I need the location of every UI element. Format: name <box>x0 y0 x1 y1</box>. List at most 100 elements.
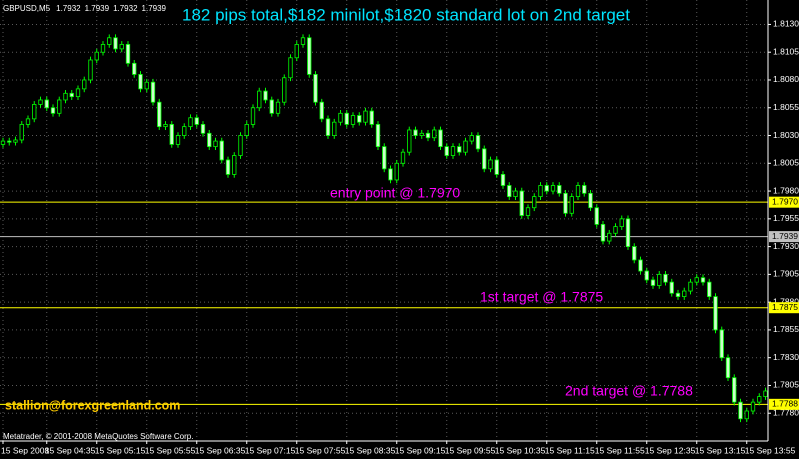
candle-body <box>57 99 62 114</box>
candle-body <box>157 101 162 128</box>
y-tick-label: 1.8055 <box>773 102 799 112</box>
candle-body <box>444 146 449 156</box>
candle-body <box>619 218 624 228</box>
y-tick-label: 1.7880 <box>773 296 799 306</box>
x-tick-label: 15 Sep 11:55 <box>595 445 645 455</box>
header-open: 1.7932 <box>56 4 81 13</box>
levels <box>0 201 768 405</box>
annotation: entry point @ 1.7970 <box>330 185 460 201</box>
symbol: GBPUSD,M5 <box>3 4 51 13</box>
candle-body <box>25 118 31 125</box>
candle-body <box>732 377 737 403</box>
candle-body <box>394 162 399 181</box>
candle-body <box>232 155 237 175</box>
candle-body <box>332 121 337 136</box>
y-tick-label: 1.7930 <box>773 241 799 251</box>
x-tick-label: 15 Sep 09:55 <box>445 445 496 455</box>
x-tick-label: 15 Sep 2008 <box>1 445 49 455</box>
candle-body <box>200 124 206 134</box>
candle-body <box>288 57 293 79</box>
candle-body <box>682 290 687 297</box>
candle-body <box>94 51 99 61</box>
copyright: Metatrader, © 2001-2008 MetaQuotes Softw… <box>3 432 193 441</box>
y-tick-label: 1.8105 <box>773 46 799 56</box>
candle-body <box>88 59 93 81</box>
level-label: 1.7788 <box>772 399 798 409</box>
x-tick-label: 15 Sep 12:35 <box>645 445 696 455</box>
candle-body <box>519 190 524 216</box>
candle-body <box>713 296 718 331</box>
x-tick-label: 15 Sep 11:15 <box>545 445 595 455</box>
y-tick-label: 1.7905 <box>773 269 799 279</box>
candle-body <box>588 192 593 209</box>
candle-body <box>550 185 556 192</box>
chart-title: 182 pips total,$182 minilot,$1820 standa… <box>182 5 630 24</box>
candle-body <box>382 146 387 170</box>
candle-body <box>719 329 724 359</box>
candle-body <box>669 281 674 294</box>
candle-body <box>557 185 562 194</box>
candle-body <box>400 151 406 164</box>
candle-body <box>175 135 181 145</box>
candle-body <box>625 218 631 248</box>
candle-body <box>657 273 662 286</box>
candle-body <box>763 390 768 397</box>
candle-body <box>607 232 612 242</box>
candle-body <box>319 101 324 120</box>
chart-header: GBPUSD,M5 1.7932 1.7939 1.7932 1.7939 <box>3 4 167 13</box>
level-label: 1.7875 <box>772 302 798 312</box>
annotation: 1st target @ 1.7875 <box>480 289 603 305</box>
candle-body <box>257 90 262 109</box>
candle-body <box>119 44 124 50</box>
candle-body <box>363 110 368 123</box>
y-tick-label: 1.7805 <box>773 380 799 390</box>
candle-body <box>532 196 537 209</box>
candle-body <box>575 185 581 198</box>
candle-body <box>138 74 143 90</box>
candle-body <box>482 148 487 170</box>
candle-body <box>525 207 531 216</box>
y-tick-label: 1.8080 <box>773 74 799 84</box>
y-tick-label: 1.8030 <box>773 130 799 140</box>
candle-body <box>663 273 668 283</box>
candle-body <box>313 74 318 103</box>
candle-body <box>463 140 468 153</box>
candle-body <box>132 62 137 75</box>
candle-body <box>275 101 281 114</box>
candle-body <box>107 37 112 45</box>
candle-body <box>707 281 712 297</box>
candle-body <box>388 168 393 181</box>
candle-body <box>750 401 756 412</box>
level-label-box <box>769 196 799 208</box>
y-tick-label: 1.7855 <box>773 324 799 334</box>
candle-body <box>357 115 362 123</box>
candle-body <box>600 223 606 242</box>
grid <box>0 0 768 441</box>
candle-body <box>419 132 424 136</box>
candle-body <box>450 146 456 156</box>
candle-body <box>282 77 287 103</box>
y-tick-label: 1.8005 <box>773 158 799 168</box>
candle-body <box>19 124 24 141</box>
x-tick-label: 15 Sep 10:35 <box>495 445 546 455</box>
axes: 1.8130 1.8105 1.8080 1.8055 1.8030 1.8005 1.79… <box>1 19 799 455</box>
candle-body <box>269 99 274 114</box>
x-tick-label: 15 Sep 08:35 <box>345 445 396 455</box>
candle-body <box>169 124 174 145</box>
candle-body <box>113 37 118 50</box>
x-tick-label: 15 Sep 04:35 <box>45 445 96 455</box>
candle-body <box>513 190 518 198</box>
candle-body <box>650 279 656 286</box>
x-tick-label: 15 Sep 13:55 <box>745 445 796 455</box>
candle-body <box>294 44 299 59</box>
y-tick-label: 1.7780 <box>773 407 799 417</box>
level-label: 1.7939 <box>772 231 798 241</box>
candle-body <box>569 196 574 214</box>
candle-body <box>425 132 431 139</box>
candle-body <box>613 226 618 234</box>
candle-body <box>325 118 331 136</box>
candle-body <box>69 92 74 98</box>
candle-body <box>538 185 543 198</box>
candle-body <box>163 124 168 128</box>
